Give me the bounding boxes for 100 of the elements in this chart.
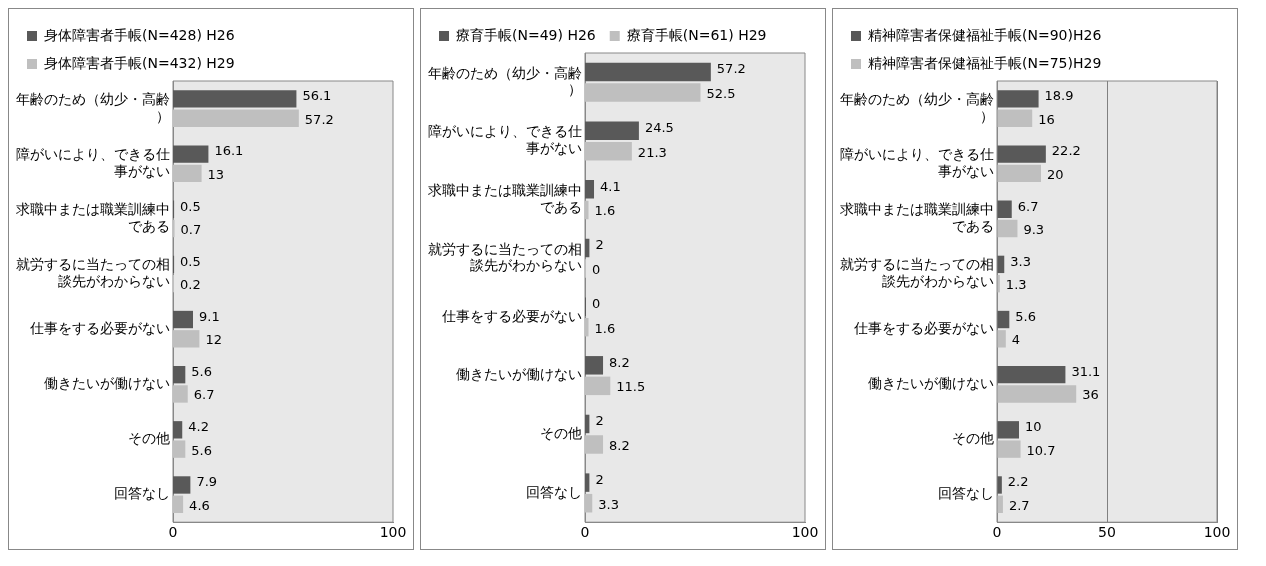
y-tick-label: 求職中または職業訓練中である — [16, 201, 170, 234]
data-label: 10 — [1025, 419, 1042, 435]
data-label: 21.3 — [637, 144, 667, 160]
bar — [173, 330, 200, 348]
data-label: 16.1 — [214, 143, 244, 159]
bar — [997, 440, 1021, 458]
y-tick-label: 働きたいが働けない — [44, 374, 170, 391]
bar — [173, 310, 194, 329]
bar — [173, 385, 188, 403]
data-label: 56.1 — [302, 88, 332, 104]
data-label: 2 — [595, 237, 604, 253]
y-tick-label: 年齢のため（幼少・高齢） — [428, 64, 582, 98]
data-label: 4.6 — [189, 497, 210, 513]
legend-label: 療育手帳(N=49) H26 — [456, 26, 596, 43]
data-label: 0 — [592, 261, 601, 277]
data-label: 6.7 — [1017, 198, 1039, 214]
y-tick-label: 仕事をする必要がない — [853, 319, 994, 336]
bar — [585, 356, 604, 375]
y-tick-label: 年齢のため（幼少・高齢） — [840, 90, 994, 124]
bar — [997, 164, 1041, 183]
bar — [997, 90, 1039, 108]
data-label: 1.6 — [594, 203, 616, 219]
data-label: 16 — [1038, 111, 1055, 127]
bar — [997, 421, 1019, 439]
bar — [997, 310, 1010, 329]
y-tick-label: 仕事をする必要がない — [29, 319, 170, 336]
data-label: 0.5 — [180, 253, 201, 269]
data-label: 5.6 — [1015, 308, 1037, 324]
data-label: 57.2 — [716, 61, 746, 77]
data-label: 8.2 — [609, 437, 630, 453]
x-tick-label: 50 — [1098, 524, 1116, 541]
y-tick-label: 障がいにより、できる仕事がない — [840, 145, 994, 179]
bar — [997, 109, 1033, 127]
data-label: 22.2 — [1051, 143, 1081, 159]
bar — [997, 385, 1077, 403]
bar — [585, 180, 595, 199]
bar — [997, 330, 1006, 348]
data-label: 52.5 — [706, 85, 736, 101]
data-label: 4.2 — [188, 419, 209, 435]
data-label: 2 — [595, 471, 604, 487]
data-label: 18.9 — [1044, 88, 1074, 104]
data-label: 4.1 — [600, 178, 621, 194]
data-label: 10.7 — [1026, 442, 1056, 458]
data-label: 0 — [592, 296, 601, 312]
y-tick-label: 障がいにより、できる仕事がない — [428, 123, 582, 157]
y-tick-label: 就労するに当たっての相談先がわからない — [16, 256, 170, 290]
bar — [173, 164, 202, 183]
data-label: 7.9 — [196, 474, 218, 490]
bar — [997, 200, 1012, 218]
data-label: 4 — [1011, 332, 1021, 348]
data-label: 9.1 — [199, 308, 220, 324]
bar — [997, 365, 1066, 384]
bar — [585, 435, 604, 454]
data-label: 2.7 — [1008, 497, 1030, 513]
bar — [173, 476, 191, 494]
data-label: 0.5 — [180, 198, 201, 214]
data-label: 57.2 — [304, 111, 334, 127]
x-tick-label: 0 — [580, 524, 590, 541]
data-label: 5.6 — [191, 364, 213, 380]
legend-label: 身体障害者手帳(N=428) H26 — [44, 26, 235, 43]
bar — [173, 440, 186, 458]
data-label: 24.5 — [644, 120, 674, 136]
bar — [585, 493, 593, 513]
y-tick-label: 障がいにより、できる仕事がない — [16, 145, 170, 179]
y-tick-label: その他 — [128, 430, 170, 447]
y-tick-label: 働きたいが働けない — [868, 374, 994, 391]
bar — [173, 365, 186, 384]
bar — [997, 476, 1002, 494]
data-label: 3.3 — [1010, 253, 1031, 269]
y-tick-label: 年齢のため（幼少・高齢） — [16, 90, 170, 124]
data-label: 2 — [595, 413, 604, 429]
x-tick-label: 100 — [1203, 524, 1231, 541]
data-label: 31.1 — [1071, 364, 1101, 380]
data-label: 8.2 — [609, 354, 630, 370]
x-tick-label: 0 — [168, 524, 178, 541]
data-label: 20 — [1047, 166, 1064, 182]
data-label: 6.7 — [193, 387, 215, 403]
bar — [585, 376, 611, 396]
bar — [173, 421, 183, 439]
legend-label: 療育手帳(N=61) H29 — [626, 26, 767, 43]
bar — [585, 83, 701, 102]
data-label: 3.3 — [598, 496, 619, 512]
y-tick-label: その他 — [540, 424, 582, 441]
y-tick-label: 仕事をする必要がない — [441, 307, 582, 324]
data-label: 12 — [205, 332, 222, 348]
bar — [585, 142, 632, 161]
y-tick-label: 回答なし — [938, 485, 994, 502]
y-tick-label: 回答なし — [114, 485, 170, 502]
data-label: 1.3 — [1005, 277, 1027, 293]
y-tick-label: 求職中または職業訓練中である — [428, 181, 582, 215]
legend-label: 精神障害者保健福祉手帳(N=75)H29 — [868, 54, 1102, 71]
x-tick-label: 100 — [379, 524, 407, 541]
y-tick-label: その他 — [952, 430, 994, 447]
bar — [585, 62, 711, 82]
data-label: 36 — [1082, 387, 1099, 403]
data-label: 0.7 — [180, 221, 202, 237]
y-tick-label: 就労するに当たっての相談先がわからない — [840, 256, 994, 290]
y-tick-label: 就労するに当たっての相談先がわからない — [428, 240, 582, 274]
x-tick-label: 0 — [992, 524, 1002, 541]
bar — [585, 473, 590, 492]
